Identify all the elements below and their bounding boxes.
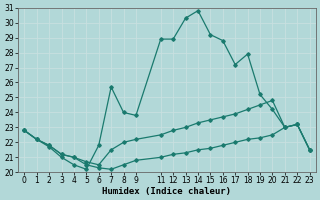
X-axis label: Humidex (Indice chaleur): Humidex (Indice chaleur) <box>102 187 231 196</box>
